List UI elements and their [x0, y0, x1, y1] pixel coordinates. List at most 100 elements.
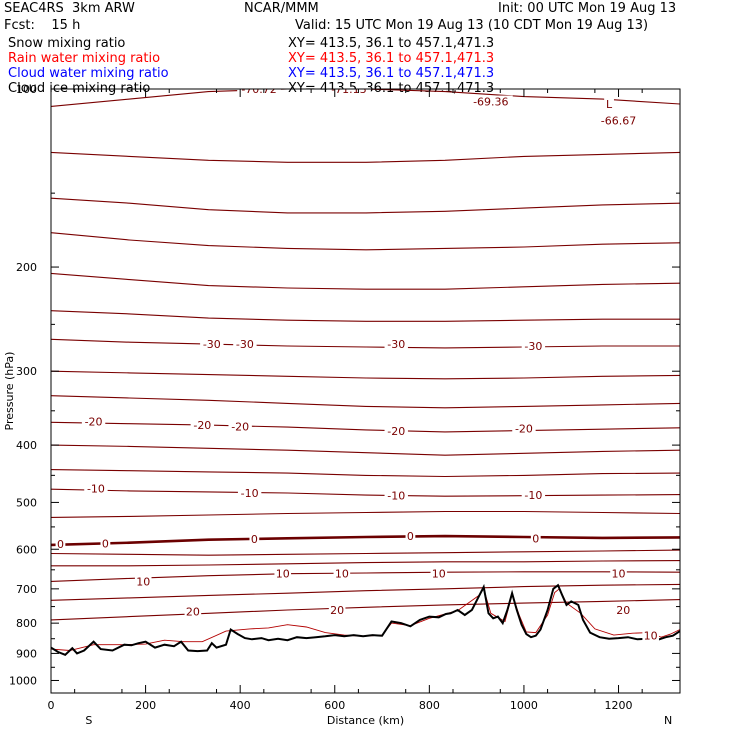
isotherm-label: -20: [515, 423, 533, 436]
plot-frame: [50, 88, 681, 694]
isotherm-line: [51, 338, 680, 349]
isotherm-label: 10: [644, 630, 658, 643]
x-tick-label: 200: [135, 699, 156, 712]
isotherm-label-bg: [521, 340, 546, 353]
isotherm-label-bg: [430, 567, 448, 580]
isotherm-label: -69.36: [473, 96, 508, 109]
isotherm-line: [51, 571, 680, 582]
isotherm-label-bg: [228, 420, 252, 433]
isotherm-label: -20: [85, 416, 103, 429]
x-tick-label: 400: [230, 699, 251, 712]
isotherm-label: 20: [616, 604, 630, 617]
isotherm-line: [51, 549, 680, 556]
isotherm-label-bg: [84, 482, 108, 495]
isotherm-label-bg: [512, 422, 536, 435]
isotherm-line: [51, 534, 680, 547]
x-axis-title: Distance (km): [327, 714, 404, 727]
isotherm-label-bg: [604, 97, 614, 110]
isotherm-line: [51, 89, 680, 107]
y-tick-label: 200: [16, 261, 37, 274]
plot-area: -70.72 -71.13 -69.36 L -66.67 -30 -30 -30 -30 -20…: [51, 83, 680, 656]
isotherm-label-bg: [237, 89, 281, 95]
isotherm-label: -71.13: [331, 83, 366, 96]
y-tick-label: 100: [16, 83, 37, 96]
isotherm-label-bg: [200, 338, 224, 351]
center-title: NCAR/MMM: [244, 1, 319, 16]
isotherm-label: -10: [524, 489, 542, 502]
isotherm-label-bg: [333, 567, 351, 580]
isotherm-label: 20: [186, 606, 200, 619]
isotherm-label: 0: [407, 530, 414, 543]
isotherm-label: 10: [612, 568, 626, 581]
isotherm-label: 20: [330, 604, 344, 617]
isotherm-label: -30: [236, 338, 254, 351]
south-label: S: [85, 714, 92, 727]
isotherm-label: 10: [276, 568, 290, 581]
isotherm-label-bg: [190, 419, 215, 432]
isotherm-label: 0: [102, 538, 109, 551]
isotherm-label: -66.67: [601, 114, 636, 127]
isotherm-label: -10: [241, 487, 259, 500]
isotherm-label: 10: [136, 575, 150, 588]
y-tick-label: 1000: [9, 674, 37, 687]
isotherm-label: 0: [57, 538, 64, 551]
valid-time: Valid: 15 UTC Mon 19 Aug 13 (10 CDT Mon …: [295, 18, 649, 33]
isotherm-line: [51, 469, 680, 478]
isotherm-label: 0: [532, 532, 539, 545]
isotherm-label: -70.72: [241, 83, 276, 96]
isotherm-line: [51, 232, 680, 251]
isotherm-label: -30: [203, 338, 221, 351]
isotherm-label-bg: [134, 575, 152, 588]
x-tick-label: 1000: [510, 699, 538, 712]
isotherm-line: [51, 444, 680, 456]
isotherm-label: 10: [335, 568, 349, 581]
isotherm-label: -20: [387, 425, 405, 438]
isotherm-label-bg: [328, 603, 346, 616]
isotherm-line: [51, 272, 680, 290]
y-tick-label: 700: [16, 583, 37, 596]
isotherm-label: 10: [432, 568, 446, 581]
forecast-hour: Fcst: 15 h: [4, 18, 81, 33]
y-tick-label: 500: [16, 496, 37, 509]
isotherm-line: [51, 310, 680, 322]
isotherm-label-bg: [610, 567, 627, 580]
field-label-snow: Snow mixing ratio: [8, 36, 126, 51]
field-label-rain: Rain water mixing ratio: [8, 51, 161, 66]
isotherm-label-bg: [100, 537, 111, 550]
isotherm-line: [51, 560, 680, 567]
x-tick-label: 800: [419, 699, 440, 712]
isotherm-label-bg: [642, 629, 659, 642]
isotherm-label-bg: [274, 567, 292, 580]
init-time: Init: 00 UTC Mon 19 Aug 13: [498, 1, 677, 16]
isotherm-line: [51, 510, 680, 518]
isotherm-label-bg: [233, 338, 257, 351]
isotherm-label-bg: [530, 532, 541, 545]
isotherm-label-bg: [468, 95, 513, 108]
isotherm-line: [51, 395, 680, 409]
isotherm-label: -10: [87, 483, 105, 496]
model-title: SEAC4RS 3km ARW: [4, 1, 135, 16]
y-tick-label: 600: [16, 543, 37, 556]
y-axis-title: Pressure (hPa): [3, 352, 16, 431]
isotherm-label-bg: [249, 532, 260, 545]
isotherm-line: [51, 488, 680, 497]
field-label-cloud-water: Cloud water mixing ratio: [8, 66, 169, 81]
isotherm-label-bg: [384, 425, 408, 438]
isotherm-label: -20: [193, 419, 211, 432]
field-xy-cloud-water: XY= 413.5, 36.1 to 457.1,471.3: [288, 66, 495, 81]
isotherm-label-bg: [81, 415, 106, 428]
isotherm-label-bg: [237, 486, 262, 499]
y-tick-label: 800: [16, 617, 37, 630]
isotherm-label-bg: [384, 489, 408, 502]
isotherm-line: [51, 421, 680, 433]
isotherm-label-bg: [327, 89, 371, 95]
isotherm-line: [51, 197, 680, 214]
x-tick-label: 600: [324, 699, 345, 712]
isotherm-line: [51, 583, 680, 601]
y-tick-label: 300: [16, 365, 37, 378]
y-tick-label: 400: [16, 439, 37, 452]
isotherm-label-bg: [521, 489, 546, 502]
isotherm-label-bg: [596, 114, 641, 127]
isotherm-label-bg: [184, 605, 202, 618]
